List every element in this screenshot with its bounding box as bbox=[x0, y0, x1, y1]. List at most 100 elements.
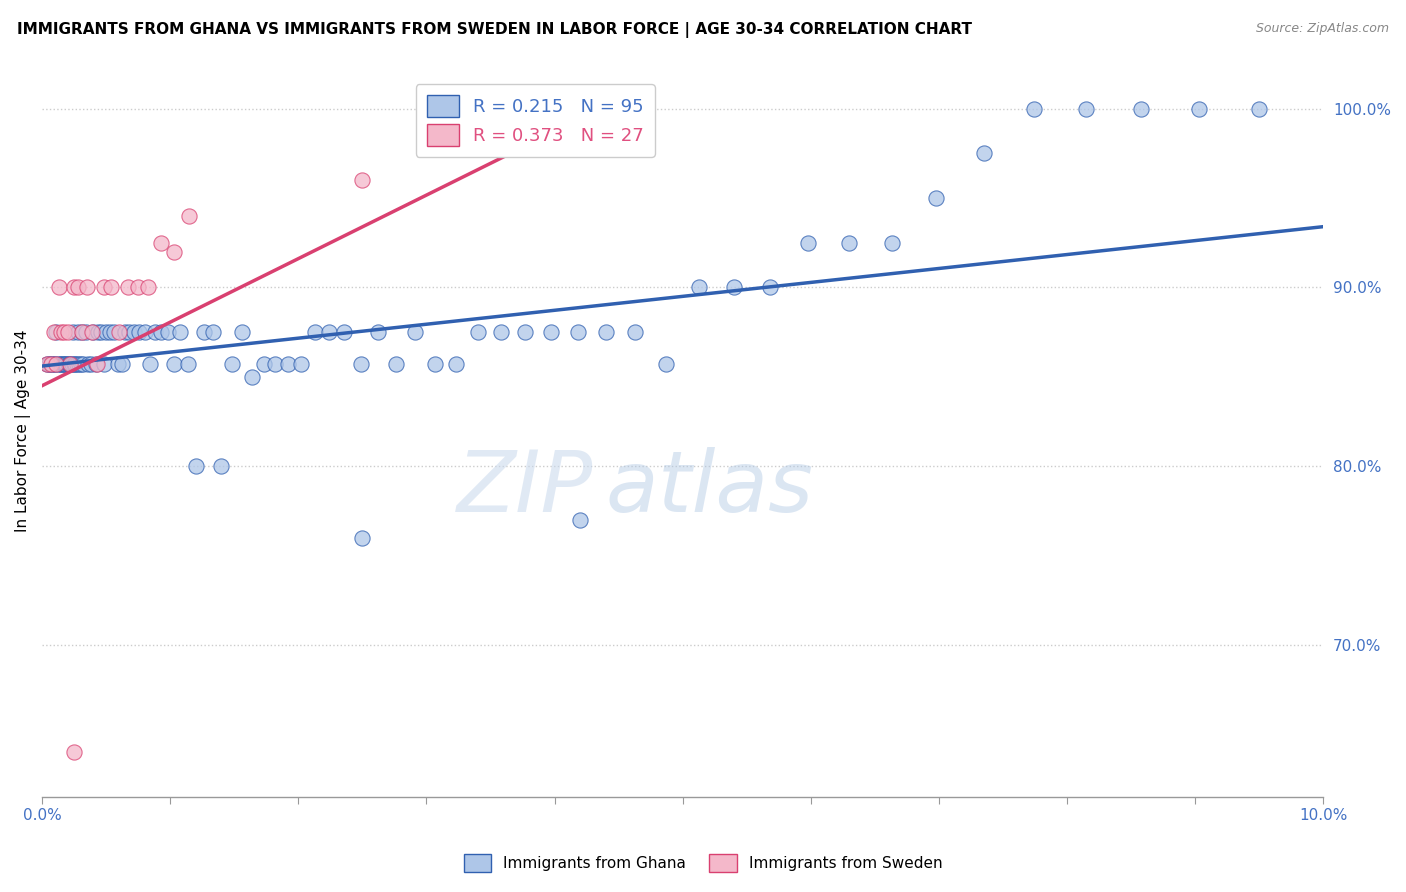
Point bbox=[138, 280, 160, 294]
Point bbox=[404, 325, 426, 339]
Point bbox=[39, 357, 62, 371]
Point bbox=[69, 357, 91, 371]
Point bbox=[98, 325, 121, 339]
Point bbox=[62, 325, 84, 339]
Point bbox=[75, 325, 97, 339]
Point bbox=[290, 357, 312, 371]
Point bbox=[117, 280, 139, 294]
Point bbox=[51, 325, 73, 339]
Point bbox=[880, 235, 903, 250]
Point bbox=[253, 357, 276, 371]
Point bbox=[59, 357, 82, 371]
Point bbox=[201, 325, 224, 339]
Point bbox=[163, 357, 186, 371]
Point bbox=[103, 325, 125, 339]
Point bbox=[1188, 102, 1211, 116]
Point bbox=[444, 357, 467, 371]
Point bbox=[415, 102, 437, 116]
Point bbox=[425, 357, 447, 371]
Point bbox=[38, 357, 60, 371]
Point bbox=[179, 209, 201, 223]
Point bbox=[70, 325, 93, 339]
Point bbox=[87, 325, 110, 339]
Legend: R = 0.215   N = 95, R = 0.373   N = 27: R = 0.215 N = 95, R = 0.373 N = 27 bbox=[416, 84, 655, 157]
Point bbox=[80, 357, 103, 371]
Point bbox=[110, 357, 132, 371]
Point bbox=[759, 280, 782, 294]
Point bbox=[63, 357, 86, 371]
Point bbox=[838, 235, 860, 250]
Point bbox=[150, 235, 173, 250]
Point bbox=[70, 325, 93, 339]
Point bbox=[231, 325, 253, 339]
Point bbox=[76, 280, 98, 294]
Point bbox=[143, 325, 166, 339]
Point bbox=[63, 280, 86, 294]
Point bbox=[39, 357, 62, 371]
Point bbox=[66, 357, 89, 371]
Point bbox=[367, 325, 389, 339]
Point bbox=[52, 357, 75, 371]
Point bbox=[48, 280, 70, 294]
Point bbox=[177, 357, 200, 371]
Point bbox=[277, 357, 299, 371]
Point bbox=[41, 357, 63, 371]
Point bbox=[163, 244, 186, 259]
Point bbox=[93, 357, 115, 371]
Point bbox=[58, 357, 80, 371]
Point bbox=[318, 325, 340, 339]
Point bbox=[44, 357, 66, 371]
Legend: Immigrants from Ghana, Immigrants from Sweden: Immigrants from Ghana, Immigrants from S… bbox=[456, 846, 950, 880]
Point bbox=[138, 357, 160, 371]
Point bbox=[90, 325, 112, 339]
Point bbox=[467, 325, 489, 339]
Point bbox=[45, 357, 67, 371]
Point bbox=[53, 357, 76, 371]
Point bbox=[688, 280, 710, 294]
Point bbox=[352, 173, 374, 187]
Point bbox=[127, 280, 149, 294]
Point bbox=[44, 357, 66, 371]
Point bbox=[134, 325, 156, 339]
Point bbox=[118, 325, 141, 339]
Point bbox=[655, 357, 678, 371]
Point bbox=[304, 325, 326, 339]
Text: atlas: atlas bbox=[606, 448, 814, 531]
Point bbox=[624, 325, 647, 339]
Text: IMMIGRANTS FROM GHANA VS IMMIGRANTS FROM SWEDEN IN LABOR FORCE | AGE 30-34 CORRE: IMMIGRANTS FROM GHANA VS IMMIGRANTS FROM… bbox=[17, 22, 972, 38]
Point bbox=[108, 325, 131, 339]
Point bbox=[66, 325, 89, 339]
Point bbox=[37, 357, 59, 371]
Point bbox=[184, 459, 207, 474]
Point bbox=[77, 357, 100, 371]
Point bbox=[350, 357, 373, 371]
Point bbox=[352, 531, 374, 545]
Point bbox=[114, 325, 136, 339]
Point bbox=[156, 325, 179, 339]
Point bbox=[72, 357, 94, 371]
Point bbox=[973, 146, 995, 161]
Point bbox=[45, 325, 67, 339]
Point bbox=[1076, 102, 1098, 116]
Point bbox=[82, 325, 104, 339]
Point bbox=[80, 325, 103, 339]
Point bbox=[51, 357, 73, 371]
Point bbox=[49, 357, 72, 371]
Point bbox=[52, 325, 75, 339]
Y-axis label: In Labor Force | Age 30-34: In Labor Force | Age 30-34 bbox=[15, 329, 31, 532]
Point bbox=[169, 325, 191, 339]
Point bbox=[193, 325, 215, 339]
Point bbox=[100, 280, 122, 294]
Point bbox=[489, 325, 512, 339]
Point bbox=[150, 325, 173, 339]
Point bbox=[56, 357, 79, 371]
Point bbox=[63, 745, 86, 759]
Point bbox=[84, 357, 107, 371]
Point bbox=[595, 325, 617, 339]
Text: ZIP: ZIP bbox=[457, 448, 593, 531]
Point bbox=[93, 280, 115, 294]
Point bbox=[66, 280, 89, 294]
Point bbox=[925, 191, 948, 205]
Point bbox=[384, 357, 406, 371]
Point bbox=[52, 357, 75, 371]
